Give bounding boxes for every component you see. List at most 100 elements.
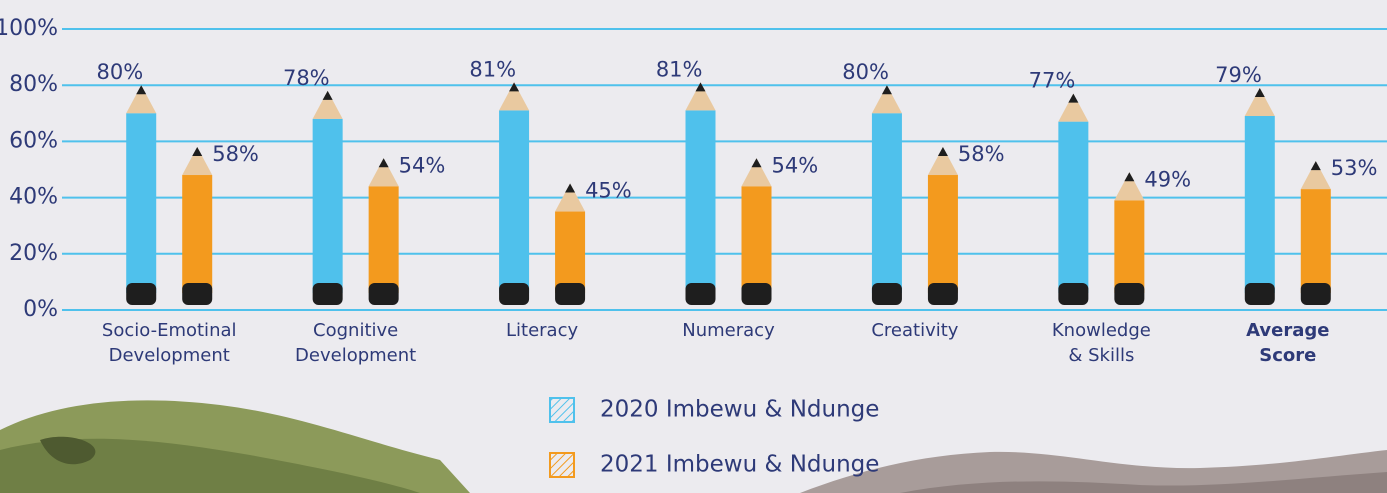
value-label: 58%: [958, 142, 1005, 166]
pencil-body: [182, 175, 213, 293]
y-tick-label: 60%: [9, 128, 58, 153]
legend: 2020 Imbewu & Ndunge 2021 Imbewu & Ndunge: [549, 397, 879, 478]
pencil-eraser: [741, 283, 772, 305]
legend-label: 2020 Imbewu & Ndunge: [600, 397, 879, 423]
pencil-lead: [378, 158, 389, 168]
pencil-eraser: [368, 283, 399, 305]
value-label: 78%: [283, 66, 330, 90]
pencil-lead: [1254, 88, 1265, 98]
pencil-body: [126, 113, 157, 293]
pencil-bar: [927, 147, 958, 305]
pencil-tip: [499, 82, 530, 111]
pencil-lead: [509, 82, 520, 92]
pencil-eraser: [126, 283, 157, 305]
pencil-body: [1058, 121, 1089, 293]
pencil-bar: [1300, 161, 1331, 305]
pencil-bar: [126, 85, 157, 305]
value-label: 80%: [842, 60, 889, 84]
pencil-bar: [312, 90, 343, 305]
pencil-eraser: [1114, 283, 1145, 305]
pencil-body: [741, 186, 772, 293]
legend-label: 2021 Imbewu & Ndunge: [600, 452, 879, 478]
pencil-tip: [312, 90, 343, 119]
value-label: 54%: [399, 153, 446, 177]
x-tick-label: Cognitive Development: [295, 320, 416, 366]
value-label: 81%: [469, 57, 516, 81]
pencil-bar: [368, 158, 399, 305]
y-tick-label: 80%: [9, 72, 58, 97]
legend-swatch: [549, 452, 575, 478]
x-tick-line: Development: [109, 345, 230, 366]
pencil-tip: [741, 158, 772, 187]
pencil-body: [1114, 200, 1145, 293]
pencil-body: [1300, 189, 1331, 293]
value-label: 45%: [585, 179, 632, 203]
legend-swatch: [549, 397, 575, 423]
x-tick-line: Cognitive: [313, 320, 398, 341]
x-tick-label: Socio-Emotinal Development: [102, 320, 237, 366]
value-label: 81%: [656, 57, 703, 81]
pencil-body: [555, 211, 586, 293]
pencil-eraser: [1244, 283, 1275, 305]
x-tick-line: Average: [1246, 320, 1329, 341]
y-tick-label: 40%: [9, 185, 58, 210]
pencil-tip: [1114, 172, 1145, 201]
pencil-bar: [555, 183, 586, 305]
y-tick-label: 0%: [23, 297, 58, 322]
pencil-eraser: [312, 283, 343, 305]
pencil-body: [368, 186, 399, 293]
value-label: 49%: [1144, 167, 1191, 191]
x-tick-line: Development: [295, 345, 416, 366]
pencil-lead: [192, 147, 203, 157]
pencil-body: [499, 110, 530, 293]
value-label: 77%: [1029, 69, 1076, 93]
x-tick-line: Creativity: [871, 320, 958, 341]
pencil-tip: [685, 82, 716, 111]
pencil-lead: [565, 183, 576, 193]
pencil-body: [927, 175, 958, 293]
x-tick-label: Numeracy: [682, 320, 775, 341]
pencil-lead: [1124, 172, 1135, 182]
pencil-tip: [182, 147, 213, 176]
value-label: 54%: [772, 153, 819, 177]
pencil-lead: [136, 85, 147, 95]
pencil-bar: [685, 82, 716, 305]
value-label: 80%: [97, 60, 144, 84]
pencil-lead: [695, 82, 706, 92]
pencil-lead: [322, 90, 333, 100]
x-tick-line: & Skills: [1068, 345, 1134, 366]
pencil-lead: [937, 147, 948, 157]
pencil-body: [312, 118, 343, 293]
x-tick-label: Creativity: [871, 320, 958, 341]
pencil-eraser: [927, 283, 958, 305]
x-tick-line: Literacy: [506, 320, 578, 341]
pencil-body: [871, 113, 902, 293]
x-tick-label: Knowledge & Skills: [1052, 320, 1151, 366]
pencil-tip: [368, 158, 399, 187]
pencil-bar: [1114, 172, 1145, 305]
pencil-eraser: [1300, 283, 1331, 305]
pencil-eraser: [685, 283, 716, 305]
pencil-tip: [1300, 161, 1331, 190]
y-tick-label: 100%: [0, 16, 58, 41]
pencil-tip: [555, 183, 586, 212]
pencil-bar: [1244, 88, 1275, 305]
pencil-bar: [182, 147, 213, 305]
pencil-eraser: [555, 283, 586, 305]
pencil-lead: [1068, 93, 1079, 103]
pencil-eraser: [1058, 283, 1089, 305]
x-tick-line: Numeracy: [682, 320, 775, 341]
x-tick-line: Knowledge: [1052, 320, 1151, 341]
pencil-bar: [871, 85, 902, 305]
pencil-bar: [741, 158, 772, 305]
pencil-lead: [751, 158, 762, 168]
y-tick-label: 20%: [9, 241, 58, 266]
pencil-bar: [499, 82, 530, 305]
x-tick-label: Literacy: [506, 320, 578, 341]
value-label: 79%: [1215, 63, 1262, 87]
value-label: 53%: [1331, 156, 1378, 180]
x-tick-line: Score: [1259, 345, 1316, 366]
pencil-tip: [1058, 93, 1089, 122]
pencil-bar: [1058, 93, 1089, 305]
